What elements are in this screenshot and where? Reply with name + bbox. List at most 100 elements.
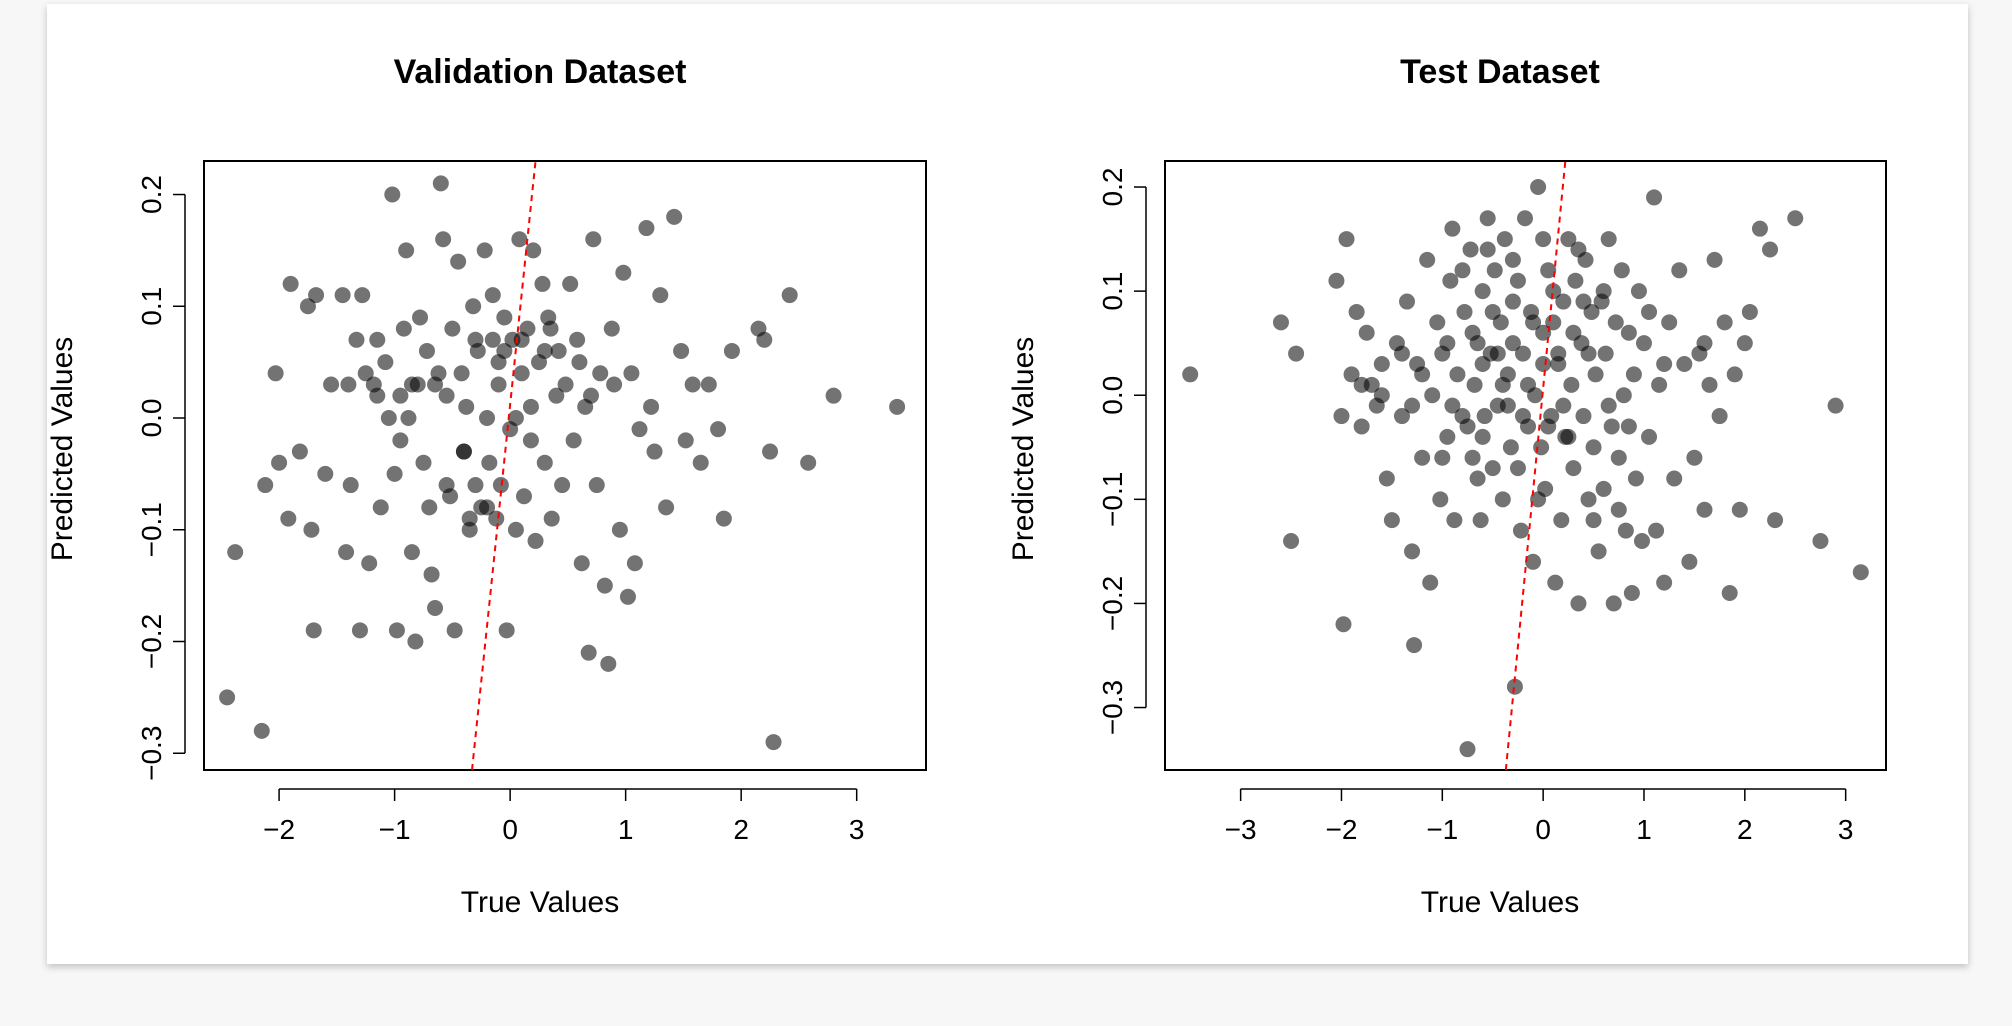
data-point: [1587, 366, 1604, 383]
data-point: [1464, 324, 1481, 341]
y-axis-title: Predicted Values: [1007, 337, 1040, 562]
data-point: [380, 410, 397, 427]
data-point: [1661, 314, 1678, 331]
data-point: [525, 242, 542, 259]
data-point: [1432, 491, 1449, 508]
data-point: [1563, 376, 1580, 393]
data-point: [1444, 397, 1461, 414]
x-tick-label: 1: [618, 814, 634, 845]
data-point: [455, 443, 472, 460]
data-point: [1422, 574, 1439, 591]
data-point: [1555, 293, 1572, 310]
data-point: [542, 320, 559, 337]
data-point: [781, 287, 798, 304]
data-point: [479, 410, 496, 427]
data-point: [1812, 532, 1829, 549]
data-point: [1469, 470, 1486, 487]
data-point: [1516, 210, 1533, 227]
data-point: [534, 275, 551, 292]
data-point: [611, 521, 628, 538]
data-point: [484, 287, 501, 304]
data-point: [1560, 231, 1577, 248]
data-point: [1767, 512, 1784, 529]
data-point: [652, 287, 669, 304]
data-point: [1696, 335, 1713, 352]
data-point: [1575, 293, 1592, 310]
data-point: [1474, 283, 1491, 300]
data-point: [1429, 314, 1446, 331]
data-point: [1585, 439, 1602, 456]
data-point: [756, 331, 773, 348]
data-point: [825, 387, 842, 404]
data-point: [1484, 303, 1501, 320]
data-point: [338, 544, 355, 561]
data-point: [619, 588, 636, 605]
data-point: [1373, 356, 1390, 372]
data-point: [543, 510, 560, 527]
y-tick-label: 0.2: [136, 175, 167, 214]
data-point: [496, 309, 513, 326]
data-point: [562, 275, 579, 292]
data-point: [1656, 356, 1673, 372]
x-tick-label: 0: [1535, 814, 1551, 845]
data-point: [1656, 574, 1673, 591]
data-point: [450, 253, 467, 270]
data-point: [507, 521, 524, 538]
data-point: [392, 432, 409, 449]
data-point: [1442, 272, 1459, 289]
data-point: [666, 208, 683, 225]
data-point: [1676, 356, 1693, 372]
data-point: [340, 376, 357, 393]
data-point: [1711, 408, 1728, 425]
data-point: [377, 354, 394, 371]
data-point: [1353, 418, 1370, 435]
data-point: [1506, 678, 1523, 695]
data-point: [257, 477, 274, 494]
data-point: [580, 644, 597, 661]
data-point: [1333, 408, 1350, 425]
y-tick-label: 0.2: [1097, 168, 1128, 207]
x-tick-label: 2: [733, 814, 749, 845]
data-point: [1476, 408, 1493, 425]
data-point: [1383, 512, 1400, 529]
data-point: [1404, 397, 1421, 414]
data-point: [700, 376, 717, 393]
data-point: [1509, 272, 1526, 289]
data-point: [1406, 637, 1423, 654]
data-point: [569, 331, 586, 348]
data-point: [488, 510, 505, 527]
data-point: [1567, 272, 1584, 289]
data-point: [1533, 439, 1550, 456]
data-point: [1610, 449, 1627, 466]
data-point: [1272, 314, 1289, 331]
data-point: [1605, 595, 1622, 612]
data-point: [1494, 376, 1511, 393]
data-point: [1509, 460, 1526, 477]
y-tick-label: −0.2: [136, 614, 167, 669]
data-point: [369, 331, 386, 348]
data-point: [1570, 595, 1587, 612]
y-tick-label: 0.0: [136, 399, 167, 438]
data-point: [1651, 376, 1668, 393]
data-point: [1454, 262, 1471, 279]
data-point: [1716, 314, 1733, 331]
data-point: [1462, 241, 1479, 258]
data-point: [1540, 262, 1557, 279]
data-point: [710, 421, 727, 438]
data-point: [603, 320, 620, 337]
data-point: [1686, 449, 1703, 466]
data-point: [1335, 616, 1352, 633]
data-point: [1550, 345, 1567, 362]
data-point: [1486, 262, 1503, 279]
x-tick-label: 2: [1737, 814, 1753, 845]
data-point: [1597, 345, 1614, 362]
data-point: [1535, 324, 1552, 341]
data-point: [1474, 356, 1491, 372]
data-point: [465, 298, 482, 315]
data-point: [476, 242, 493, 259]
data-point: [407, 633, 424, 650]
data-point: [227, 544, 244, 561]
data-point: [354, 287, 371, 304]
data-point: [1424, 387, 1441, 404]
data-point: [1641, 303, 1658, 320]
